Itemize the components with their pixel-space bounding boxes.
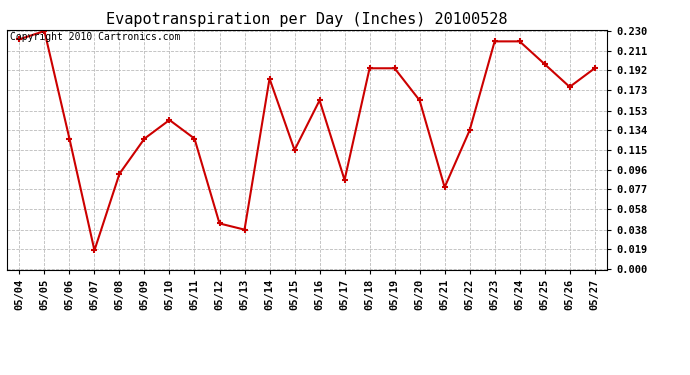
Text: Copyright 2010 Cartronics.com: Copyright 2010 Cartronics.com xyxy=(10,32,180,42)
Title: Evapotranspiration per Day (Inches) 20100528: Evapotranspiration per Day (Inches) 2010… xyxy=(106,12,508,27)
